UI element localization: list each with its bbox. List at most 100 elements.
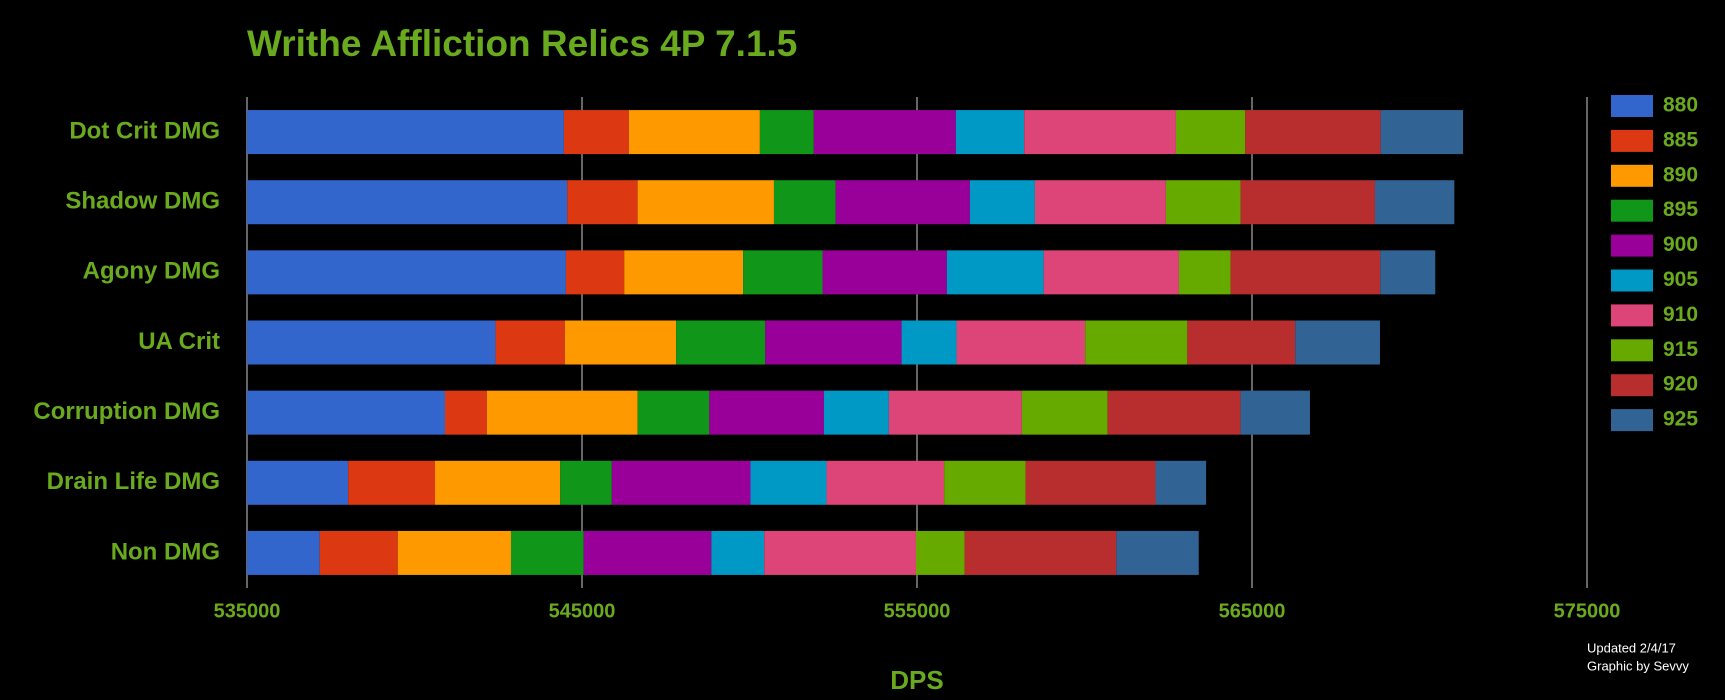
bar-segment [247,460,349,505]
bar-segment [676,320,766,365]
note: Graphic by Sevvy [1587,658,1689,673]
bar-segment [434,460,561,505]
legend-swatch [1611,129,1653,152]
bar-segment [444,390,487,435]
bar-segment [1295,320,1380,365]
y-tick-label: Shadow DMG [65,188,220,215]
bar-segment [247,390,445,435]
x-tick-label: 575000 [1554,600,1621,622]
bar-segment [835,180,970,225]
bar-segment [1085,320,1188,365]
bar-segment [563,110,629,155]
bar-segment [1024,110,1176,155]
bar-segment [1374,180,1455,225]
bar-segment [1165,180,1241,225]
bar-segment [564,320,677,365]
legend-swatch [1611,339,1653,362]
legend-swatch [1611,374,1653,397]
bar-segment [826,460,945,505]
bar-segment [611,460,751,505]
bar-segment [1043,250,1179,295]
legend-swatch [1611,234,1653,257]
bar-segment [1240,390,1310,435]
legend-label: 925 [1663,408,1698,431]
bar-segment [247,110,564,155]
bar-segment [773,180,836,225]
bar-segment [247,180,568,225]
legend-swatch [1611,164,1653,187]
bar-segment [743,250,823,295]
bar-segment [247,320,496,365]
legend-label: 900 [1663,233,1698,256]
bar-segment [709,390,824,435]
bar-segment [750,460,827,505]
bar-segment [397,530,511,575]
bar-segment [901,320,957,365]
legend-label: 895 [1663,198,1698,221]
bar-segment [1175,110,1246,155]
bar-segment [560,460,612,505]
legend-swatch [1611,269,1653,292]
bar-segment [1230,250,1381,295]
bar-segment [510,530,584,575]
y-tick-label: Corruption DMG [33,398,220,425]
y-tick-label: UA Crit [138,328,220,355]
bar-segment [1240,180,1375,225]
legend-swatch [1611,409,1653,432]
y-tick-label: Dot Crit DMG [69,117,220,144]
bar-segment [637,390,710,435]
bar-segment [1187,320,1296,365]
bar-segment [813,110,956,155]
bar-segment [495,320,565,365]
y-tick-label: Agony DMG [83,258,220,285]
bar-segment [348,460,435,505]
legend-label: 920 [1663,373,1698,396]
bar-segment [1380,110,1464,155]
bar-segment [969,180,1035,225]
bar-segment [955,110,1025,155]
bar-segment [247,530,320,575]
x-tick-label: 545000 [549,600,616,622]
legend-label: 910 [1663,303,1698,326]
bar-segment [822,250,947,295]
bar-segment [1021,390,1108,435]
bar-segment [1155,460,1207,505]
bar-segment [637,180,774,225]
bar-segment [915,530,965,575]
bar-segment [946,250,1044,295]
bar-segment [956,320,1086,365]
bar-segment [1025,460,1156,505]
legend-swatch [1611,199,1653,222]
legend-label: 905 [1663,268,1698,291]
bar-segment [823,390,889,435]
y-tick-label: Non DMG [111,538,220,565]
bar-segment [624,250,744,295]
x-tick-label: 565000 [1219,600,1286,622]
bar-segment [765,320,902,365]
bar-segment [486,390,638,435]
legend-label: 890 [1663,163,1698,186]
bar-segment [1107,390,1241,435]
bar-segment [567,180,638,225]
bar-segment [247,250,566,295]
y-tick-label: Drain Life DMG [47,468,220,495]
bar-segment [583,530,712,575]
x-axis-label: DPS [890,665,943,695]
bar-segment [565,250,625,295]
bar-segment [1178,250,1231,295]
note: Updated 2/4/17 [1587,640,1676,655]
bar-segment [888,390,1022,435]
chart-title: Writhe Affliction Relics 4P 7.1.5 [247,23,797,64]
bar-segment [759,110,814,155]
bar-segment [1380,250,1436,295]
legend-label: 915 [1663,338,1698,361]
bar-segment [1116,530,1199,575]
bar-segment [1034,180,1166,225]
legend-swatch [1611,304,1653,327]
legend-label: 885 [1663,128,1698,151]
legend-swatch [1611,95,1653,117]
bar-segment [628,110,760,155]
bar-segment [964,530,1117,575]
bar-segment [319,530,398,575]
